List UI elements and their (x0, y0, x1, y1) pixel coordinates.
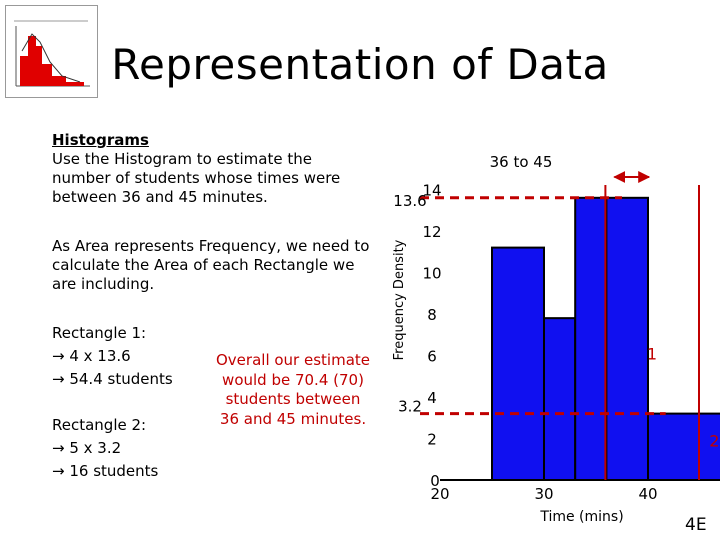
area-note: As Area represents Frequency, we need to… (52, 237, 370, 293)
y-tick-label: 10 (422, 265, 441, 283)
x-tick-label: 20 (430, 485, 449, 503)
overall-estimate: Overall our estimate would be 70.4 (70) … (216, 351, 370, 428)
y-tick-label: 6 (427, 348, 437, 366)
histogram-chart: 246810121402030405060708090Time (mins)Fr… (380, 150, 720, 540)
y-tick-label: 12 (422, 223, 441, 241)
reference-label: 13.6 (393, 192, 426, 210)
region-label: 1 (647, 344, 657, 363)
rectangle-2-block: Rectangle 2: → 5 x 3.2 → 16 students (52, 414, 158, 483)
section-heading: Histograms (52, 131, 149, 149)
rectangle-1-label: Rectangle 1: (52, 324, 147, 342)
histogram-bar (605, 196, 649, 482)
intro-block: Histograms Use the Histogram to estimate… (52, 131, 352, 207)
y-tick-label: 14 (422, 182, 441, 200)
histogram-svg: 246810121402030405060708090Time (mins)Fr… (392, 153, 720, 525)
rectangle-1-calc: → 4 x 13.6 (52, 347, 131, 365)
reference-label: 3.2 (398, 398, 422, 416)
histogram-bar (491, 246, 545, 481)
rectangle-2-result: → 16 students (52, 462, 159, 480)
region-label: 2 (709, 432, 719, 451)
histogram-thumbnail-image (5, 5, 98, 98)
histogram-bar (574, 196, 608, 482)
rectangle-2-label: Rectangle 2: (52, 416, 147, 434)
range-label: 36 to 45 (490, 153, 553, 171)
rectangle-1-block: Rectangle 1: → 4 x 13.6 → 54.4 students (52, 322, 173, 391)
slide-tag: 4E (685, 515, 707, 535)
rectangle-1-result: → 54.4 students (52, 370, 173, 388)
intro-text: Use the Histogram to estimate the number… (52, 150, 341, 206)
rectangle-2-calc: → 5 x 3.2 (52, 439, 122, 457)
x-tick-label: 30 (534, 485, 553, 503)
slide-title: Representation of Data (111, 40, 609, 89)
y-axis-label: Frequency Density (392, 239, 407, 360)
y-tick-label: 8 (427, 306, 437, 324)
histogram-bar (543, 317, 577, 481)
x-tick-label: 40 (638, 485, 657, 503)
y-tick-label: 2 (427, 431, 437, 449)
y-tick-label: 4 (427, 389, 437, 407)
x-axis-label: Time (mins) (539, 509, 623, 525)
origin-label: 0 (430, 472, 440, 490)
